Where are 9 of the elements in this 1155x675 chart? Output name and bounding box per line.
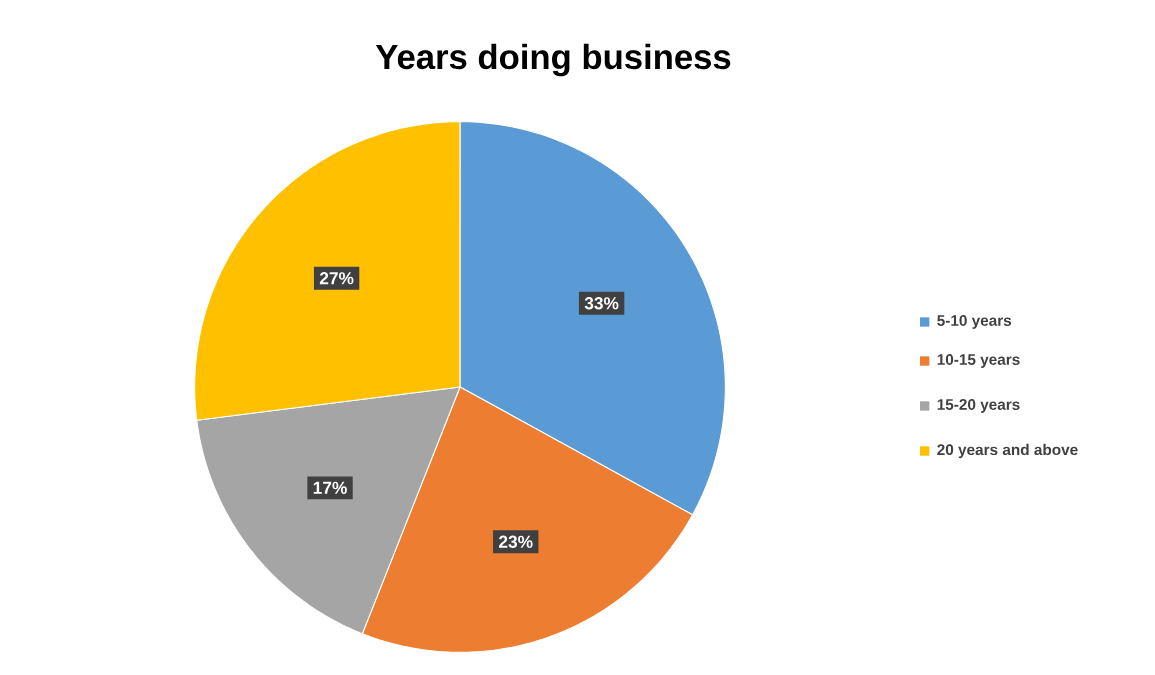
- data-label: 33%: [584, 297, 619, 310]
- legend-label: 20 years and above: [937, 443, 1078, 459]
- data-label: 17%: [313, 481, 347, 494]
- chart-title: Years doing business: [375, 43, 731, 77]
- data-label: 23%: [498, 535, 533, 548]
- legend-label: 5-10 years: [937, 315, 1012, 329]
- legend-label: 10-15 years: [937, 354, 1020, 368]
- data-label: 27%: [319, 272, 354, 285]
- legend-label: 15-20 years: [937, 399, 1020, 413]
